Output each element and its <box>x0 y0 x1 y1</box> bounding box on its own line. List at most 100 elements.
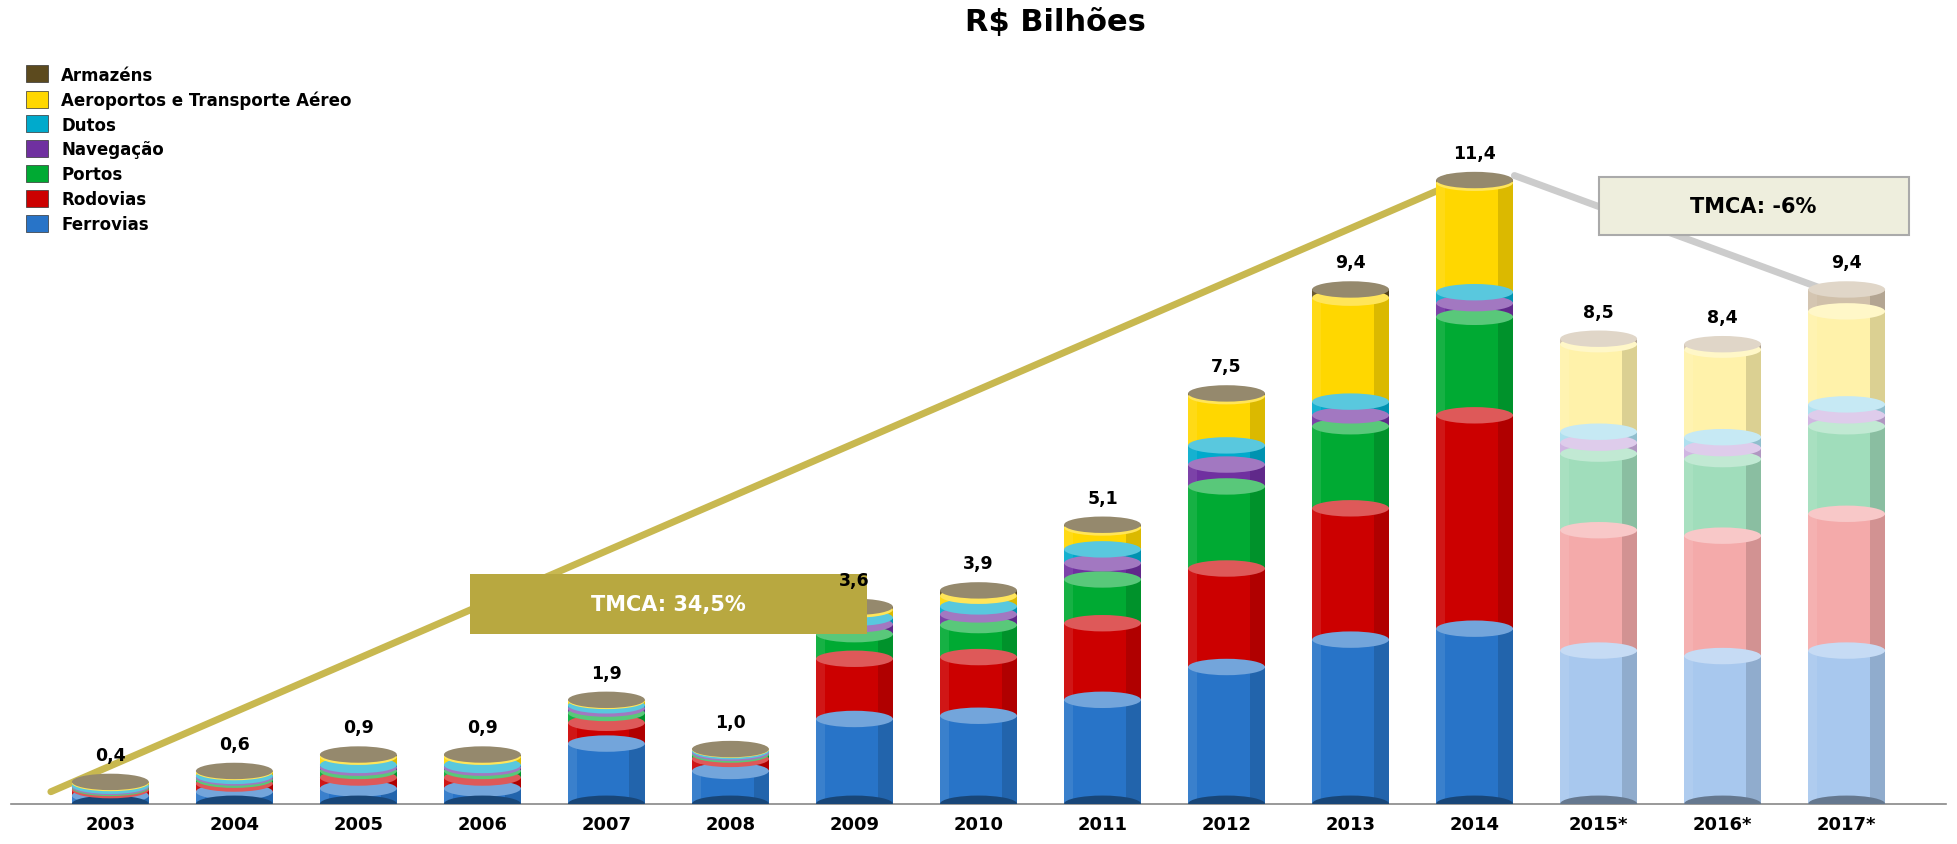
Ellipse shape <box>1311 408 1389 424</box>
Text: 11,4: 11,4 <box>1454 145 1495 163</box>
Bar <box>630 709 646 713</box>
Bar <box>568 744 577 803</box>
Bar <box>630 713 646 723</box>
Bar <box>133 787 149 788</box>
Bar <box>1251 446 1264 465</box>
Bar <box>319 788 329 803</box>
Bar <box>505 771 521 777</box>
Ellipse shape <box>196 763 272 779</box>
Bar <box>133 783 149 786</box>
Bar <box>1746 536 1761 657</box>
Bar <box>1685 438 1693 449</box>
Bar <box>319 771 397 777</box>
Ellipse shape <box>693 744 769 760</box>
Bar <box>319 755 329 757</box>
Bar <box>1869 427 1885 514</box>
Ellipse shape <box>1436 173 1513 189</box>
Bar <box>1188 487 1198 569</box>
Bar <box>196 772 272 776</box>
Bar <box>1436 317 1513 416</box>
Ellipse shape <box>816 651 892 668</box>
Bar <box>1560 454 1638 531</box>
Bar <box>816 719 826 803</box>
Bar <box>1065 624 1072 700</box>
Bar <box>693 751 701 753</box>
Ellipse shape <box>1808 506 1885 522</box>
Bar <box>1251 465 1264 487</box>
Bar <box>1065 528 1072 549</box>
Ellipse shape <box>1065 520 1141 536</box>
Bar <box>939 614 949 625</box>
Legend: Armazéns, Aeroportos e Transporte Aéreo, Dutos, Navegação, Portos, Rodovias, Fer: Armazéns, Aeroportos e Transporte Aéreo,… <box>20 60 358 241</box>
Bar <box>1188 668 1264 803</box>
Ellipse shape <box>444 749 521 765</box>
Bar <box>816 719 892 803</box>
Bar <box>196 772 205 776</box>
Bar <box>1746 657 1761 803</box>
Text: 0,9: 0,9 <box>468 718 497 737</box>
Bar <box>816 625 892 635</box>
Bar <box>1311 416 1389 427</box>
Ellipse shape <box>1188 560 1264 577</box>
Ellipse shape <box>939 708 1018 724</box>
Ellipse shape <box>1685 648 1761 664</box>
Bar <box>1065 700 1141 803</box>
Bar <box>1746 449 1761 459</box>
Bar <box>72 788 149 790</box>
Bar <box>258 772 272 776</box>
Ellipse shape <box>196 770 272 786</box>
Bar <box>444 768 521 771</box>
Bar <box>1808 405 1885 416</box>
Ellipse shape <box>1808 419 1885 435</box>
Bar <box>382 777 397 788</box>
Bar <box>382 771 397 777</box>
Bar <box>444 777 454 788</box>
Ellipse shape <box>1436 176 1513 192</box>
Bar <box>72 796 80 803</box>
Bar <box>444 755 454 757</box>
Bar <box>939 657 949 716</box>
Ellipse shape <box>1808 408 1885 424</box>
Bar <box>877 659 892 719</box>
Bar <box>444 765 454 768</box>
Bar <box>258 792 272 803</box>
Bar <box>444 765 521 768</box>
Text: 1,0: 1,0 <box>714 713 746 731</box>
Bar <box>1374 298 1389 402</box>
Bar <box>1065 624 1141 700</box>
Bar <box>1808 290 1818 312</box>
Bar <box>505 757 521 765</box>
Bar <box>1188 569 1264 668</box>
Bar <box>1251 394 1264 397</box>
Bar <box>693 755 701 759</box>
Bar <box>1125 549 1141 563</box>
Bar <box>196 777 205 780</box>
Bar <box>1251 487 1264 569</box>
Ellipse shape <box>196 783 272 800</box>
Bar <box>816 618 826 625</box>
Bar <box>816 635 892 659</box>
Bar <box>1497 181 1513 183</box>
Bar <box>72 788 80 790</box>
Ellipse shape <box>693 744 769 761</box>
Bar <box>1188 465 1264 487</box>
Bar <box>505 765 521 768</box>
Bar <box>1188 465 1198 487</box>
Bar <box>72 783 80 786</box>
Bar <box>1125 624 1141 700</box>
Bar <box>1188 394 1198 397</box>
Bar <box>1065 549 1072 563</box>
Bar <box>1065 525 1072 528</box>
Bar <box>196 776 205 777</box>
Bar <box>1436 317 1446 416</box>
Text: 9,4: 9,4 <box>1335 254 1366 272</box>
Bar <box>939 657 1018 716</box>
Bar <box>1251 569 1264 668</box>
Bar <box>1436 304 1513 317</box>
Ellipse shape <box>319 796 397 812</box>
Bar <box>1808 405 1818 416</box>
Bar <box>1497 317 1513 416</box>
Ellipse shape <box>72 796 149 812</box>
Bar <box>568 700 577 701</box>
Bar <box>1311 402 1389 416</box>
